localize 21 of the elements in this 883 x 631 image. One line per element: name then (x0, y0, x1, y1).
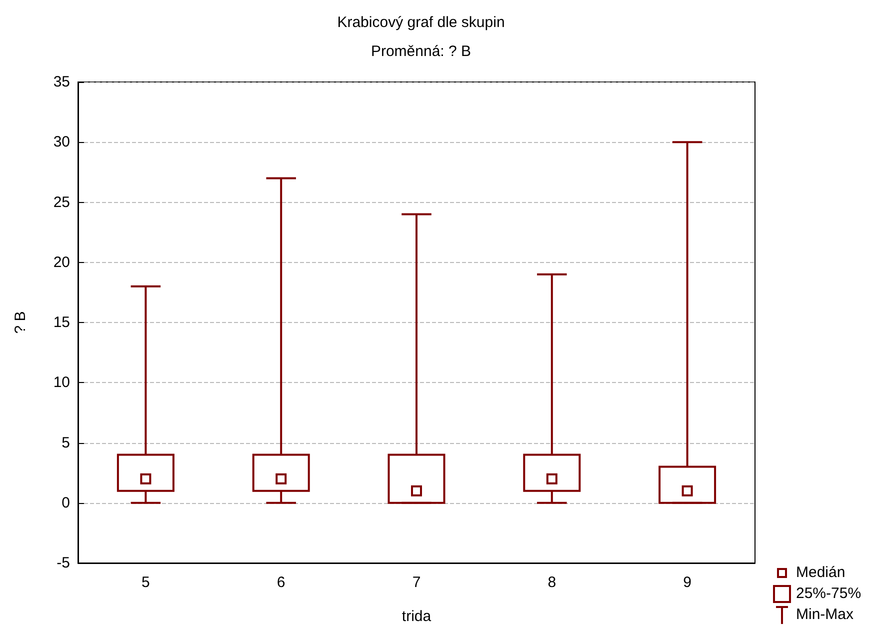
text: 25%-75% (796, 584, 862, 604)
y-tick-label: 35 (53, 74, 70, 90)
x-tick-label: 7 (412, 574, 421, 591)
x-tick-label: 9 (683, 574, 692, 591)
text: Min-Max (796, 605, 854, 625)
y-tick-label: 25 (53, 194, 70, 211)
y-tick-label: 0 (62, 494, 70, 512)
y-tick-label: -5 (56, 554, 70, 572)
y-tick-label: 15 (53, 314, 70, 331)
y-tick-label: 30 (53, 134, 70, 151)
y-tick-label: 5 (62, 434, 70, 452)
x-tick-label: 5 (142, 574, 150, 591)
y-tick-label: 20 (53, 254, 70, 271)
x-tick-label: 8 (548, 574, 556, 591)
x-axis-title: trida (402, 608, 432, 625)
x-tick-label: 6 (276, 574, 286, 591)
chart-title: Krabicový graf dle skupin (337, 14, 505, 31)
text: Medián (796, 563, 846, 583)
y-axis-title: ? B (12, 311, 29, 334)
chart-subtitle: Proměnná: ? B (370, 43, 472, 60)
y-tick-label: 10 (53, 374, 70, 392)
